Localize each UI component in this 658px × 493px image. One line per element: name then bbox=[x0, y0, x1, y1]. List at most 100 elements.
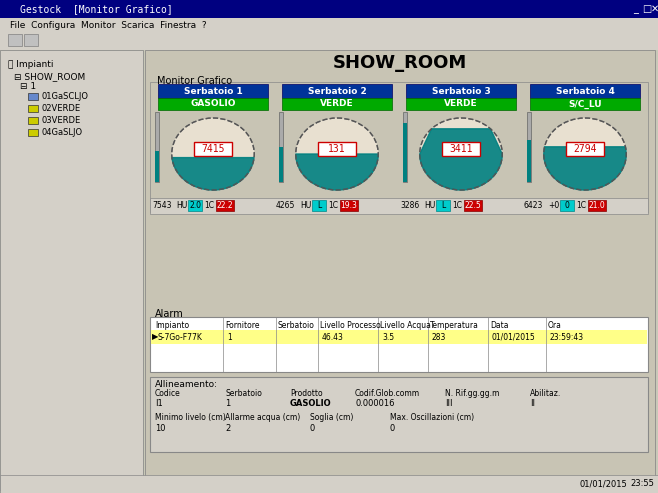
FancyBboxPatch shape bbox=[24, 34, 38, 46]
Text: 2.0: 2.0 bbox=[189, 202, 201, 211]
Text: 23:59:43: 23:59:43 bbox=[550, 332, 584, 342]
Text: □: □ bbox=[642, 4, 651, 14]
FancyBboxPatch shape bbox=[28, 93, 38, 100]
Text: 2: 2 bbox=[225, 424, 230, 433]
Text: Abilitaz.: Abilitaz. bbox=[530, 389, 561, 398]
Text: 22.2: 22.2 bbox=[216, 202, 234, 211]
FancyBboxPatch shape bbox=[28, 105, 38, 112]
FancyBboxPatch shape bbox=[155, 150, 159, 182]
FancyBboxPatch shape bbox=[279, 147, 283, 182]
Text: 6423: 6423 bbox=[524, 202, 544, 211]
FancyBboxPatch shape bbox=[150, 82, 648, 212]
FancyBboxPatch shape bbox=[188, 200, 202, 211]
FancyBboxPatch shape bbox=[442, 142, 480, 156]
Text: Allineamento:: Allineamento: bbox=[155, 380, 218, 389]
FancyBboxPatch shape bbox=[150, 317, 648, 372]
Text: N. Rif.gg.gg.m: N. Rif.gg.gg.m bbox=[445, 389, 499, 398]
Text: Fornitore: Fornitore bbox=[225, 321, 259, 330]
FancyBboxPatch shape bbox=[560, 200, 574, 211]
Text: 1: 1 bbox=[225, 399, 230, 408]
FancyBboxPatch shape bbox=[0, 475, 658, 493]
Text: VERDE: VERDE bbox=[320, 100, 354, 108]
Text: 21.0: 21.0 bbox=[589, 202, 605, 211]
Text: 19.3: 19.3 bbox=[341, 202, 357, 211]
Text: Max. Oscillazioni (cm): Max. Oscillazioni (cm) bbox=[390, 413, 474, 422]
Text: 7415: 7415 bbox=[201, 144, 225, 154]
Text: 02VERDE: 02VERDE bbox=[41, 104, 80, 113]
Text: L: L bbox=[317, 202, 321, 211]
Text: Ora: Ora bbox=[548, 321, 562, 330]
Text: HU: HU bbox=[300, 202, 311, 211]
FancyBboxPatch shape bbox=[0, 50, 143, 490]
FancyBboxPatch shape bbox=[282, 98, 392, 110]
Text: Soglia (cm): Soglia (cm) bbox=[310, 413, 353, 422]
FancyBboxPatch shape bbox=[145, 50, 655, 490]
Text: SHOW_ROOM: SHOW_ROOM bbox=[333, 54, 467, 72]
Text: ✕: ✕ bbox=[651, 4, 658, 14]
Text: ⊟ 1: ⊟ 1 bbox=[20, 82, 36, 91]
Text: Serbatoio 1: Serbatoio 1 bbox=[184, 86, 242, 96]
Text: Allarme acqua (cm): Allarme acqua (cm) bbox=[225, 413, 300, 422]
FancyBboxPatch shape bbox=[406, 98, 516, 110]
Text: HU: HU bbox=[424, 202, 435, 211]
FancyBboxPatch shape bbox=[279, 112, 283, 182]
Text: 7543: 7543 bbox=[152, 202, 172, 211]
FancyBboxPatch shape bbox=[28, 129, 38, 136]
Ellipse shape bbox=[295, 118, 378, 190]
FancyBboxPatch shape bbox=[216, 200, 234, 211]
FancyBboxPatch shape bbox=[150, 198, 648, 214]
FancyBboxPatch shape bbox=[0, 18, 658, 32]
Ellipse shape bbox=[420, 118, 502, 190]
Text: GASOLIO: GASOLIO bbox=[190, 100, 236, 108]
FancyBboxPatch shape bbox=[530, 98, 640, 110]
Text: Temperatura: Temperatura bbox=[430, 321, 479, 330]
Text: Serbatoio 4: Serbatoio 4 bbox=[555, 86, 615, 96]
Text: Serbatoio: Serbatoio bbox=[278, 321, 315, 330]
Text: 22.5: 22.5 bbox=[465, 202, 482, 211]
FancyBboxPatch shape bbox=[527, 140, 531, 182]
Text: III: III bbox=[445, 399, 453, 408]
FancyBboxPatch shape bbox=[464, 200, 482, 211]
Text: 01/01/2015: 01/01/2015 bbox=[492, 332, 536, 342]
Text: 3286: 3286 bbox=[400, 202, 419, 211]
FancyBboxPatch shape bbox=[0, 0, 658, 18]
Text: 131: 131 bbox=[328, 144, 346, 154]
Polygon shape bbox=[295, 154, 378, 190]
FancyBboxPatch shape bbox=[28, 117, 38, 124]
Text: 1: 1 bbox=[227, 332, 232, 342]
FancyBboxPatch shape bbox=[588, 200, 606, 211]
Text: I1: I1 bbox=[155, 399, 163, 408]
Text: Alarm: Alarm bbox=[155, 309, 184, 319]
Text: GASOLIO: GASOLIO bbox=[290, 399, 332, 408]
Text: S/C_LU: S/C_LU bbox=[569, 100, 602, 108]
Polygon shape bbox=[172, 158, 254, 190]
Text: Gestock  [Monitor Grafico]: Gestock [Monitor Grafico] bbox=[20, 4, 173, 14]
Text: Minimo livelo (cm): Minimo livelo (cm) bbox=[155, 413, 226, 422]
Text: +0: +0 bbox=[548, 202, 559, 211]
Text: 3.5: 3.5 bbox=[382, 332, 394, 342]
FancyBboxPatch shape bbox=[158, 84, 268, 98]
FancyBboxPatch shape bbox=[318, 142, 356, 156]
FancyBboxPatch shape bbox=[8, 34, 22, 46]
Text: 10: 10 bbox=[155, 424, 166, 433]
Text: Serbatoio 2: Serbatoio 2 bbox=[308, 86, 367, 96]
Text: 3411: 3411 bbox=[449, 144, 472, 154]
Text: Livello Processo: Livello Processo bbox=[320, 321, 381, 330]
FancyBboxPatch shape bbox=[340, 200, 358, 211]
Text: 0.000016: 0.000016 bbox=[355, 399, 395, 408]
Text: 📁 Impianti: 📁 Impianti bbox=[8, 60, 53, 69]
Text: 0: 0 bbox=[565, 202, 569, 211]
Text: 0: 0 bbox=[390, 424, 395, 433]
FancyBboxPatch shape bbox=[150, 377, 648, 452]
FancyBboxPatch shape bbox=[194, 142, 232, 156]
Ellipse shape bbox=[172, 118, 254, 190]
FancyBboxPatch shape bbox=[530, 84, 640, 98]
Text: Impianto: Impianto bbox=[155, 321, 189, 330]
FancyBboxPatch shape bbox=[406, 84, 516, 98]
Text: 01/01/2015: 01/01/2015 bbox=[580, 480, 628, 489]
Text: 1C: 1C bbox=[452, 202, 462, 211]
Text: Livello Acqua: Livello Acqua bbox=[380, 321, 431, 330]
Text: 04GaSLJO: 04GaSLJO bbox=[41, 128, 82, 137]
FancyBboxPatch shape bbox=[436, 200, 450, 211]
Text: Serbatoio: Serbatoio bbox=[225, 389, 262, 398]
